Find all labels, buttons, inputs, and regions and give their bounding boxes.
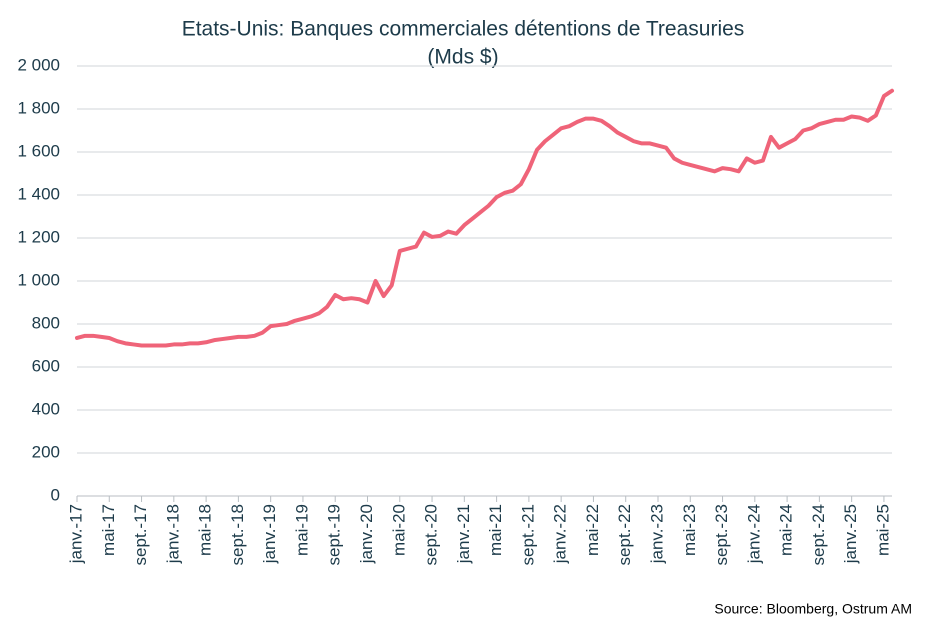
x-tick-label: mai-20 [389,504,408,556]
y-tick-label: 1 600 [17,141,60,160]
source-note: Source: Bloomberg, Ostrum AM [714,601,912,617]
y-tick-label: 0 [51,485,60,504]
y-tick-label: 1 000 [17,270,60,289]
x-tick-label: janv.-21 [454,504,473,564]
y-tick-label: 400 [32,399,60,418]
x-tick-label: janv.-17 [66,504,85,564]
x-tick-label: mai-25 [873,504,892,556]
x-tick-label: janv.-18 [163,504,182,564]
x-tick-label: sept.-17 [131,504,150,565]
x-tick-label: janv.-22 [551,504,570,564]
x-tick-label: mai-18 [196,504,215,556]
x-tick-label: mai-23 [680,504,699,556]
data-line [75,88,894,348]
chart-title: Etats-Unis: Banques commerciales détenti… [182,18,745,41]
y-tick-label: 1 200 [17,227,60,246]
x-tick-label: mai-22 [583,504,602,556]
x-tick-label: sept.-18 [228,504,247,565]
x-tick-label: janv.-25 [841,504,860,564]
chart-subtitle: (Mds $) [427,46,498,69]
y-tick-label: 1 800 [17,98,60,117]
y-tick-label: 600 [32,356,60,375]
x-tick-label: sept.-22 [615,504,634,565]
y-tick-label: 1 400 [17,184,60,203]
x-tick-label: sept.-19 [325,504,344,565]
x-tick-label: janv.-20 [357,504,376,564]
y-tick-label: 2 000 [17,55,60,74]
x-tick-label: mai-21 [486,504,505,556]
x-tick-label: sept.-24 [809,504,828,565]
y-tick-label: 200 [32,442,60,461]
x-tick-label: mai-24 [777,504,796,556]
x-tick-label: janv.-19 [260,504,279,564]
x-tick-label: janv.-24 [744,504,763,564]
x-tick-label: sept.-20 [422,504,441,565]
x-tick-label: sept.-23 [712,504,731,565]
x-tick-label: mai-19 [292,504,311,556]
x-tick-label: sept.-21 [518,504,537,565]
y-tick-label: 800 [32,313,60,332]
x-tick-label: mai-17 [99,504,118,556]
x-tick-label: janv.-23 [647,504,666,564]
